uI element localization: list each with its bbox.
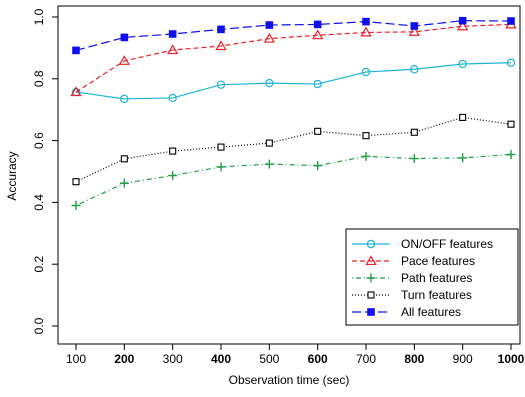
- data-point: [70, 86, 82, 97]
- data-point: [168, 93, 177, 103]
- x-tick-label: 500: [259, 352, 279, 366]
- data-point: [360, 26, 372, 37]
- x-tick-label: 400: [211, 352, 231, 366]
- plot-frame: [57, 5, 521, 345]
- data-point: [71, 200, 81, 210]
- x-axis-label: Observation time (sec): [229, 373, 350, 387]
- data-point: [409, 154, 419, 164]
- data-point: [312, 29, 324, 40]
- data-point: [119, 178, 129, 188]
- legend-marker: [365, 255, 377, 266]
- legend-item: All features: [352, 305, 461, 319]
- legend: ON/OFF features Pace features Path feature…: [345, 228, 519, 326]
- data-point: [362, 17, 370, 26]
- x-tick-label: 200: [114, 352, 134, 366]
- x-tick-label: 800: [404, 352, 424, 366]
- series-turn-features: [72, 113, 515, 186]
- series-path-features: [71, 150, 516, 210]
- x-tick-label: 1000: [498, 352, 525, 366]
- data-point: [506, 150, 516, 160]
- data-point: [314, 127, 322, 135]
- legend-item: Turn features: [352, 288, 472, 302]
- y-tick-label: 1.0: [32, 8, 46, 25]
- data-point: [120, 155, 128, 163]
- series-line: [75, 62, 512, 100]
- y-tick-label: 0.8: [32, 70, 46, 87]
- data-point: [215, 40, 227, 51]
- legend-label: ON/OFF features: [401, 237, 493, 251]
- data-point: [458, 59, 467, 69]
- series-line: [75, 116, 512, 183]
- data-point: [72, 46, 80, 55]
- legend-label: Turn features: [401, 288, 472, 302]
- legend-item: Pace features: [352, 254, 475, 268]
- data-point: [169, 147, 177, 155]
- x-tick-label: 600: [308, 352, 328, 366]
- data-point: [458, 153, 468, 163]
- data-point: [216, 80, 226, 89]
- data-point: [263, 32, 275, 43]
- x-tick-label: 300: [163, 352, 183, 366]
- x-tick-label: 900: [453, 352, 473, 366]
- data-point: [118, 55, 130, 65]
- data-point: [313, 20, 322, 29]
- data-point: [410, 22, 419, 30]
- data-point: [264, 159, 274, 169]
- y-tick-label: 0.4: [32, 194, 46, 211]
- data-point: [362, 132, 370, 140]
- data-point: [168, 171, 178, 181]
- series-line: [75, 20, 512, 51]
- legend-item: ON/OFF features: [352, 237, 493, 251]
- data-point: [120, 94, 129, 104]
- x-axis: 100 200 300 400 500 600 700 800 900 1000: [66, 344, 525, 366]
- series-on-off-features: [71, 58, 516, 104]
- data-point: [265, 21, 274, 29]
- data-point: [410, 128, 418, 136]
- series-line: [75, 23, 512, 93]
- data-point: [458, 16, 467, 25]
- y-axis-label: Accuracy: [5, 151, 19, 200]
- data-point: [410, 65, 419, 74]
- series-line: [75, 153, 512, 207]
- data-point: [120, 33, 129, 42]
- legend-label: Path features: [401, 271, 472, 285]
- y-tick-label: 0.6: [32, 132, 46, 149]
- data-point: [217, 143, 225, 151]
- legend-marker: [367, 291, 375, 299]
- data-point: [361, 151, 371, 161]
- data-point: [313, 161, 323, 171]
- data-point: [216, 162, 226, 172]
- y-tick-label: 0.0: [32, 317, 46, 334]
- data-point: [459, 113, 467, 121]
- series-layer: [70, 16, 517, 210]
- x-tick-label: 700: [356, 352, 376, 366]
- legend-marker: [366, 273, 376, 283]
- data-point: [168, 30, 177, 38]
- data-point: [167, 44, 179, 55]
- data-point: [313, 79, 322, 89]
- data-point: [217, 25, 225, 34]
- data-point: [507, 17, 515, 25]
- legend-marker: [367, 308, 375, 316]
- data-point: [457, 20, 469, 31]
- data-point: [408, 26, 420, 36]
- y-tick-label: 0.2: [32, 256, 46, 273]
- legend-item: Path features: [352, 271, 472, 285]
- data-point: [265, 139, 273, 147]
- legend-marker: [366, 239, 376, 249]
- x-tick-label: 100: [66, 352, 86, 366]
- legend-label: Pace features: [401, 254, 475, 268]
- data-point: [506, 58, 516, 67]
- data-point: [507, 120, 515, 128]
- series-all-features: [72, 16, 515, 55]
- data-point: [361, 67, 371, 77]
- y-axis: 0.0 0.2 0.4 0.6 0.8 1.0: [32, 8, 58, 334]
- legend-label: All features: [401, 305, 461, 319]
- data-point: [72, 178, 80, 186]
- data-point: [265, 78, 274, 88]
